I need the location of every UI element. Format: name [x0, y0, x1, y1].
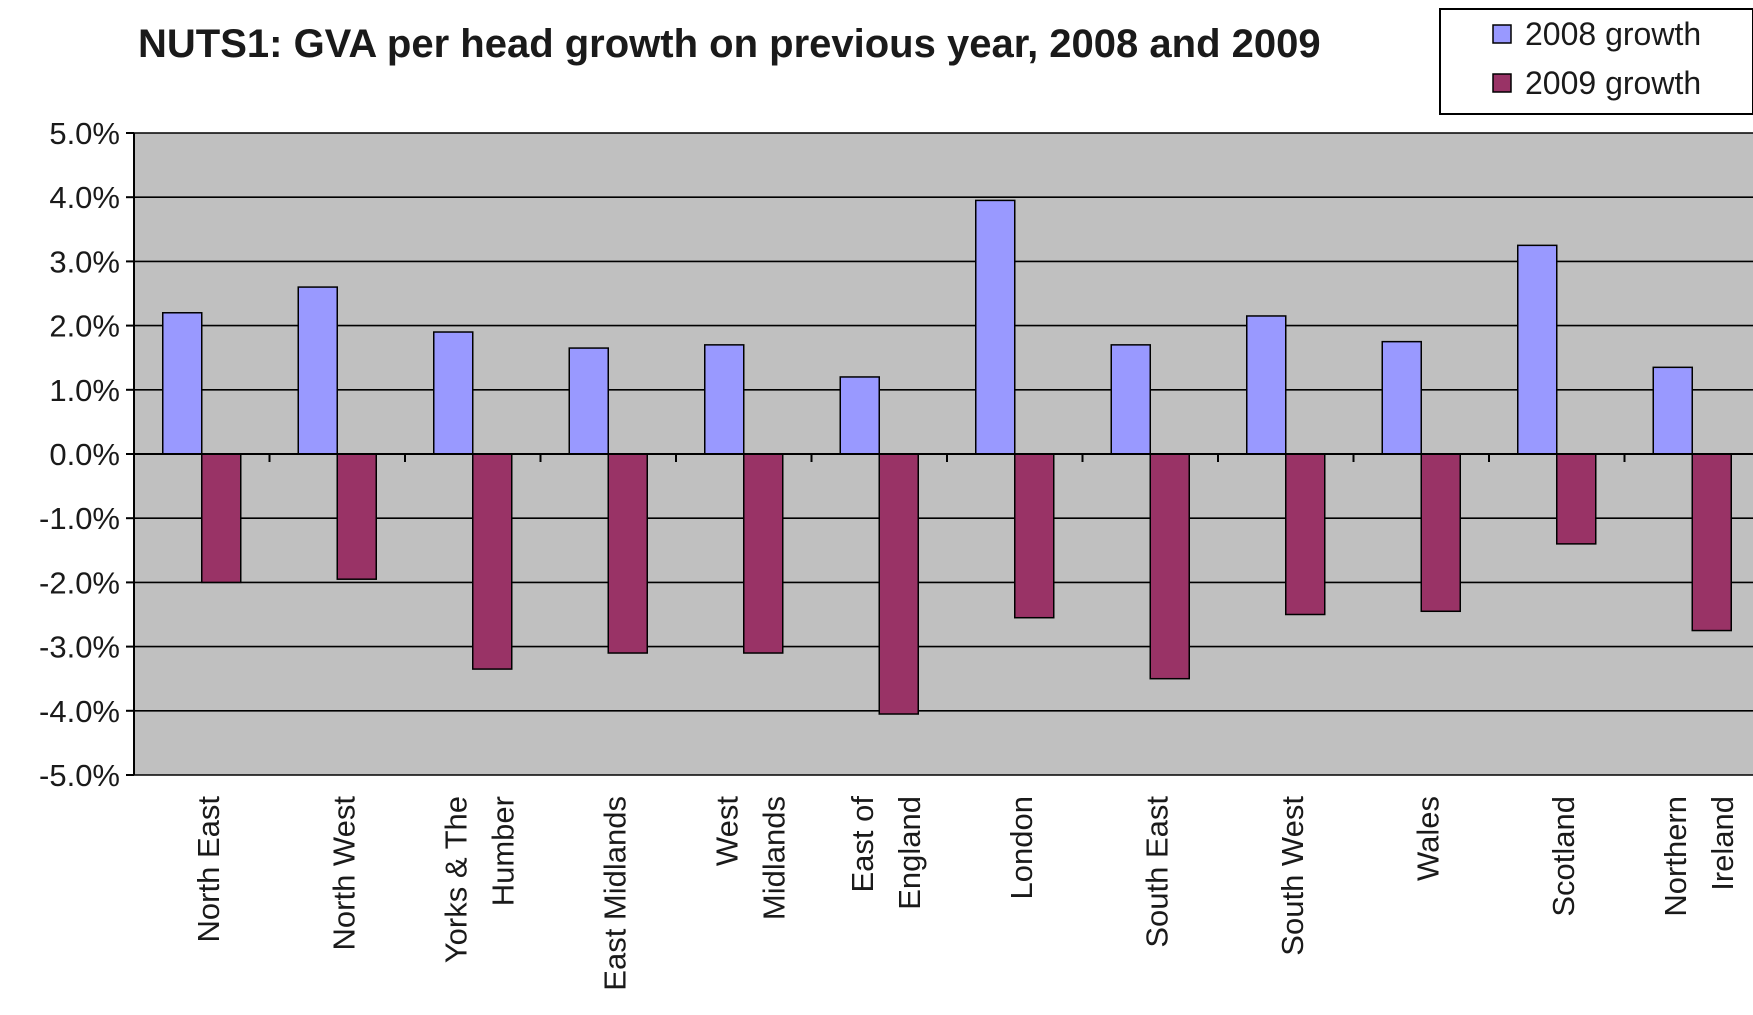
bar-2008 [975, 199, 1016, 455]
category-label: South West [1275, 796, 1310, 956]
category-label: England [892, 796, 927, 910]
bar-2009 [743, 453, 784, 654]
bar-2008 [1652, 366, 1693, 455]
bar-2008 [1517, 244, 1558, 455]
y-tick-label: 3.0% [49, 244, 120, 279]
legend-label-2009: 2009 growth [1525, 65, 1701, 101]
category-label: South East [1139, 796, 1174, 948]
category-label: West [709, 796, 744, 866]
legend: 2008 growth 2009 growth [1439, 8, 1753, 115]
category-label: Humber [485, 796, 520, 906]
legend-label-2008: 2008 growth [1525, 16, 1701, 52]
bar-2008 [1246, 315, 1287, 455]
bar-2008 [839, 376, 880, 455]
bar-2008 [704, 344, 745, 455]
y-tick-label: -3.0% [39, 630, 120, 665]
category-label: Northern [1658, 796, 1693, 917]
y-axis-ticks: 5.0% 4.0% 3.0% 2.0% 1.0% 0.0% -1.0% -2.0% -3.0% -… [39, 116, 134, 793]
gridlines [134, 132, 1753, 776]
bar-2009 [1285, 453, 1326, 616]
bar-2009 [1556, 453, 1597, 545]
bar-2008 [568, 347, 609, 455]
bar-2008 [433, 331, 474, 455]
category-label: London [1004, 796, 1039, 899]
category-label: Scotland [1546, 796, 1581, 917]
legend-swatch-2009 [1492, 73, 1512, 93]
bar-2009 [607, 453, 648, 654]
category-label: Yorks & The [438, 796, 473, 963]
y-tick-label: -2.0% [39, 565, 120, 600]
chart-title: NUTS1: GVA per head growth on previous y… [138, 22, 1321, 66]
category-label: East of [845, 796, 880, 893]
bar-2008 [1381, 340, 1422, 455]
bar-2009 [201, 453, 242, 584]
bar-2009 [1014, 453, 1055, 619]
category-labels: North East North West Yorks & The Humber Eas… [191, 796, 1740, 991]
y-tick-label: -5.0% [39, 758, 120, 793]
y-tick-label: 4.0% [49, 180, 120, 215]
category-label: Wales [1410, 796, 1445, 881]
bar-2009 [1420, 453, 1461, 613]
bar-2009 [1149, 453, 1190, 680]
bar-2009 [336, 453, 377, 580]
category-label: Midlands [756, 796, 791, 920]
bar-2008 [297, 286, 338, 455]
y-tick-label: -1.0% [39, 501, 120, 536]
category-label: North East [191, 796, 226, 943]
bar-2008 [1110, 344, 1151, 455]
y-tick-label: 1.0% [49, 373, 120, 408]
category-label: East Midlands [597, 796, 632, 991]
legend-box [1439, 8, 1753, 115]
bars [162, 199, 1732, 715]
bar-2009 [878, 453, 919, 715]
y-tick-label: -4.0% [39, 694, 120, 729]
bar-2009 [1691, 453, 1732, 632]
y-tick-label: 5.0% [49, 116, 120, 151]
category-label: North West [326, 796, 361, 951]
bar-2009 [472, 453, 513, 670]
bar-2008 [162, 312, 203, 455]
legend-swatch-2008 [1492, 24, 1512, 44]
y-tick-label: 2.0% [49, 309, 120, 344]
zero-axis [134, 453, 1753, 462]
category-label: Ireland [1705, 796, 1740, 891]
y-tick-label: 0.0% [49, 437, 120, 472]
